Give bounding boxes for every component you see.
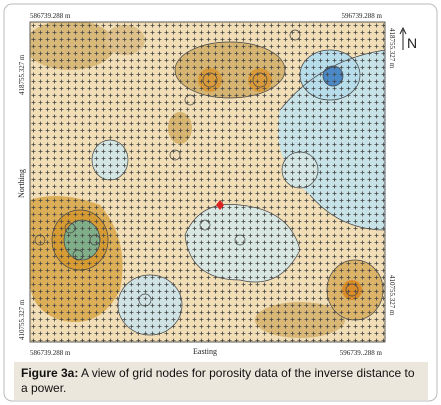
corner-label: 586739.288 m [30, 349, 71, 357]
caption-text: A view of grid nodes for porosity data o… [21, 366, 415, 395]
north-label: N [407, 35, 417, 51]
frame [3, 3, 438, 402]
x-axis-label: Easting [193, 347, 217, 356]
corner-label: 586739.288 m [30, 12, 71, 20]
north-arrowhead [399, 26, 407, 35]
contour-map [30, 22, 385, 342]
corner-label: 596739.288 m [342, 12, 383, 20]
y-axis-label: Northing [17, 169, 26, 198]
corner-label: 410755.327 m [18, 299, 26, 340]
corner-label: 410755.327 m [388, 275, 396, 316]
map-border [29, 21, 386, 343]
corner-label: 596739..288 m [340, 349, 383, 357]
caption: Figure 3a: A view of grid nodes for poro… [14, 362, 428, 400]
corner-label: 418755.327 m [388, 28, 396, 69]
caption-label: Figure 3a: [21, 366, 79, 380]
corner-label: 418755.327 m [18, 54, 26, 95]
